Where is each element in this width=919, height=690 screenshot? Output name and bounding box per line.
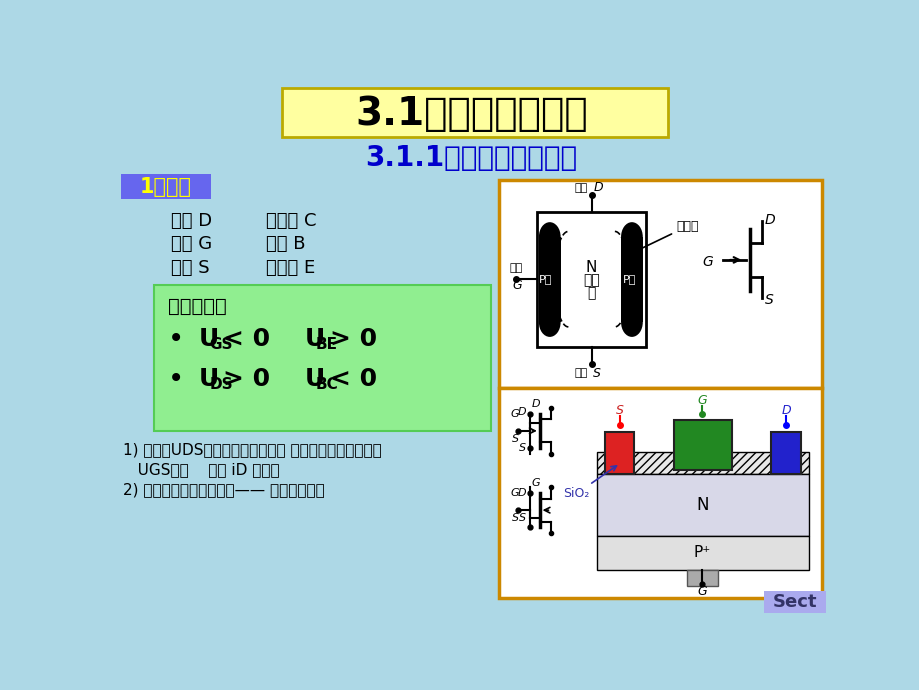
Bar <box>673 420 732 470</box>
Text: S: S <box>512 513 519 523</box>
Text: 1、结构: 1、结构 <box>140 177 192 197</box>
Text: U: U <box>199 367 219 391</box>
Bar <box>764 591 825 613</box>
Bar <box>596 453 808 474</box>
Bar <box>596 535 808 570</box>
Text: S: S <box>519 443 526 453</box>
Text: N: N <box>696 495 708 514</box>
Text: G: G <box>697 393 707 406</box>
Bar <box>771 432 800 474</box>
Text: •: • <box>167 365 184 393</box>
Text: < 0: < 0 <box>223 327 270 351</box>
Text: G: G <box>510 489 519 498</box>
Text: D: D <box>517 406 526 417</box>
Text: BE: BE <box>315 337 337 352</box>
Bar <box>604 432 633 474</box>
Text: P⁺: P⁺ <box>693 545 710 560</box>
Text: 基极 B: 基极 B <box>266 235 305 253</box>
Text: G: G <box>702 255 712 269</box>
Bar <box>596 448 808 586</box>
Text: 道: 道 <box>587 286 596 300</box>
Text: U: U <box>304 367 324 391</box>
Text: S: S <box>593 366 600 380</box>
Text: < 0: < 0 <box>329 367 377 391</box>
Ellipse shape <box>620 222 642 251</box>
Text: 3.1、结型场效应管: 3.1、结型场效应管 <box>355 95 587 132</box>
Bar <box>153 284 491 431</box>
Text: U: U <box>199 327 219 351</box>
Text: 耗尽层: 耗尽层 <box>632 219 698 253</box>
Text: GS: GS <box>210 337 233 352</box>
Text: Sect: Sect <box>772 593 817 611</box>
Text: > 0: > 0 <box>223 367 270 391</box>
FancyBboxPatch shape <box>281 88 667 137</box>
Text: S: S <box>519 513 526 523</box>
Text: 3.1.1、结构与工作原理: 3.1.1、结构与工作原理 <box>365 144 577 172</box>
Bar <box>596 474 808 535</box>
Text: G: G <box>510 409 519 419</box>
Text: N: N <box>585 260 596 275</box>
Text: BC: BC <box>315 377 338 392</box>
Ellipse shape <box>620 308 642 337</box>
Text: > 0: > 0 <box>329 327 377 351</box>
Text: D: D <box>517 489 526 498</box>
Text: P区: P区 <box>539 274 552 284</box>
Bar <box>499 180 821 388</box>
Text: S: S <box>615 404 623 417</box>
Text: 漏极 D: 漏极 D <box>171 213 211 230</box>
Bar <box>562 220 620 339</box>
Text: D: D <box>780 404 790 417</box>
Text: 集电极 C: 集电极 C <box>266 213 316 230</box>
Bar <box>620 237 642 322</box>
Bar <box>686 570 717 586</box>
Text: U: U <box>304 327 324 351</box>
Text: UGS决定    电流 iD 的大小: UGS决定 电流 iD 的大小 <box>122 462 279 477</box>
Text: G: G <box>512 279 521 292</box>
Text: SiO₂: SiO₂ <box>562 466 616 500</box>
Text: 栅极: 栅极 <box>508 264 522 273</box>
Text: 源极: 源极 <box>573 368 587 378</box>
Bar <box>499 388 821 598</box>
Bar <box>539 237 560 322</box>
Text: •: • <box>167 325 184 353</box>
Text: D: D <box>764 213 774 227</box>
Text: 2) 沟道中只有一种截流子—— 单极型晶体管: 2) 沟道中只有一种截流子—— 单极型晶体管 <box>122 482 324 497</box>
Text: S: S <box>512 433 519 444</box>
Text: D: D <box>593 181 602 194</box>
Text: P区: P区 <box>622 274 636 284</box>
Text: 型沟: 型沟 <box>583 274 599 288</box>
Text: S: S <box>764 293 772 307</box>
Bar <box>537 212 645 347</box>
Text: DS: DS <box>210 377 233 392</box>
Text: 栅极 G: 栅极 G <box>171 235 211 253</box>
Text: 1) 在一定UDS作用下，栊源极电压 为负，栊源极勾道通，: 1) 在一定UDS作用下，栊源极电压 为负，栊源极勾道通， <box>122 442 381 457</box>
Bar <box>121 174 210 199</box>
Text: 导通条件：: 导通条件： <box>167 297 226 315</box>
Text: 源极 S: 源极 S <box>171 259 210 277</box>
Ellipse shape <box>539 308 560 337</box>
Text: G: G <box>697 585 707 598</box>
Text: 发射极 E: 发射极 E <box>266 259 315 277</box>
Text: D: D <box>531 399 540 409</box>
Text: G: G <box>531 478 540 489</box>
Text: 漏极: 漏极 <box>573 183 587 193</box>
Ellipse shape <box>539 222 560 251</box>
